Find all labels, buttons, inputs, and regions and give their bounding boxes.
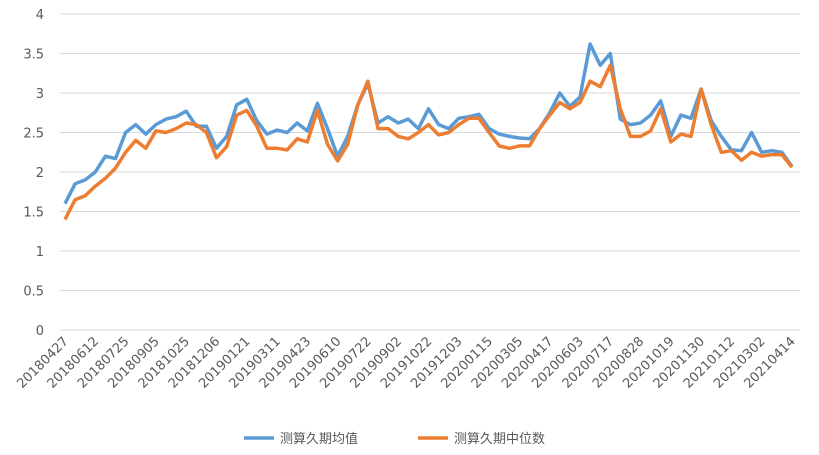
y-tick-label: 0.5 xyxy=(23,285,44,300)
y-tick-label: 1.5 xyxy=(23,206,44,221)
y-tick-label: 3 xyxy=(36,87,44,102)
y-tick-label: 4 xyxy=(36,8,44,23)
data-line xyxy=(63,63,794,221)
y-tick-label: 0 xyxy=(36,324,44,339)
legend-label: 测算久期中位数 xyxy=(454,432,545,447)
y-tick-label: 2.5 xyxy=(23,127,44,142)
legend-label: 测算久期均值 xyxy=(280,431,358,447)
y-tick-label: 3.5 xyxy=(23,48,44,63)
y-tick-label: 1 xyxy=(36,245,44,260)
y-tick-label: 2 xyxy=(36,166,44,181)
